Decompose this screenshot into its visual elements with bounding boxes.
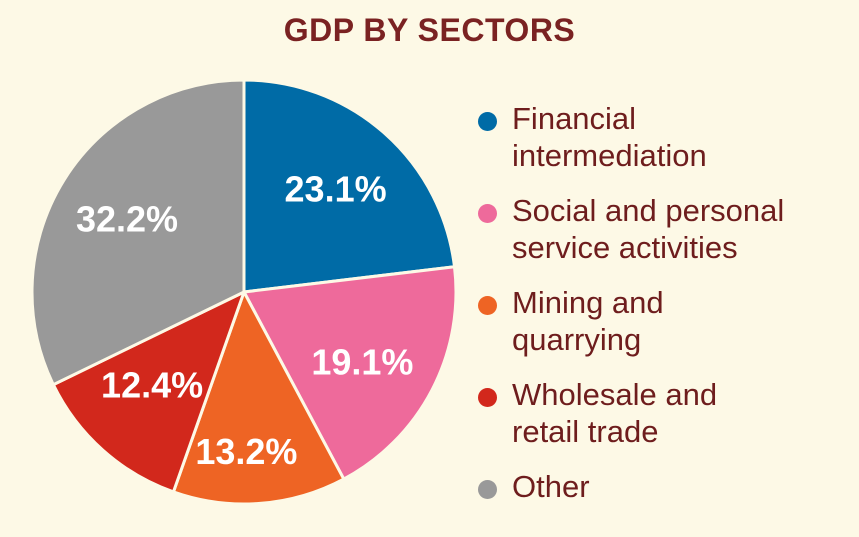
legend-label: Financial intermediation — [512, 101, 707, 173]
legend-label: Other — [512, 469, 590, 504]
slice-value-label: 13.2% — [195, 431, 297, 472]
legend-label: Social and personal service activities — [512, 193, 785, 265]
legend-swatch-icon — [478, 204, 497, 223]
pie-slice-2 — [242, 265, 458, 481]
slice-value-label: 19.1% — [311, 341, 413, 382]
legend-label: Mining and quarrying — [512, 285, 664, 357]
pie-slice-3 — [171, 290, 346, 506]
legend-swatch-icon — [478, 388, 497, 407]
slice-value-label: 12.4% — [101, 364, 203, 405]
slice-value-label: 23.1% — [285, 168, 387, 209]
pie-slices — [30, 78, 458, 506]
legend-swatch-icon — [478, 112, 497, 131]
slice-value-label: 32.2% — [76, 198, 178, 239]
pie-labels: 23.1% 19.1% 13.2% 12.4% 32.2% — [76, 168, 413, 472]
pie-slice-1 — [242, 78, 456, 294]
pie-slice-5 — [30, 78, 246, 387]
chart-title: GDP BY SECTORS — [283, 12, 576, 48]
legend-swatch-icon — [478, 296, 497, 315]
legend-label: Wholesale and retail trade — [512, 377, 718, 449]
pie-slice-4 — [51, 290, 246, 494]
legend-swatch-icon — [478, 480, 497, 499]
